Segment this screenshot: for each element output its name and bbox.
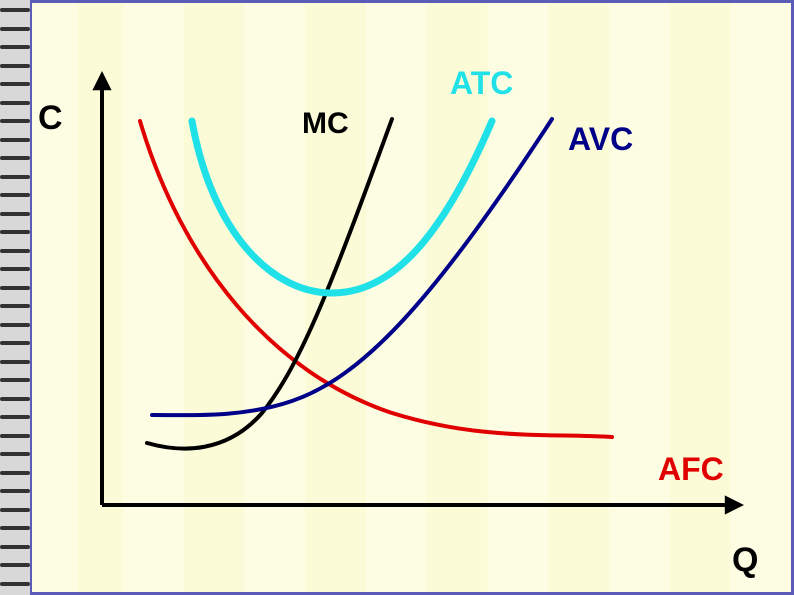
avc-label: AVC — [568, 121, 633, 158]
x-axis-label: Q — [732, 541, 758, 580]
cost-curves-chart — [32, 3, 791, 592]
mc-label: MC — [302, 107, 349, 141]
atc-label: ATC — [450, 65, 513, 102]
spiral-rings — [0, 0, 30, 595]
y-axis-label: C — [38, 99, 63, 138]
page-border: C Q ATC MC AVC AFC — [30, 0, 794, 595]
slide-frame: C Q ATC MC AVC AFC — [0, 0, 794, 595]
afc-label: AFC — [658, 451, 724, 488]
